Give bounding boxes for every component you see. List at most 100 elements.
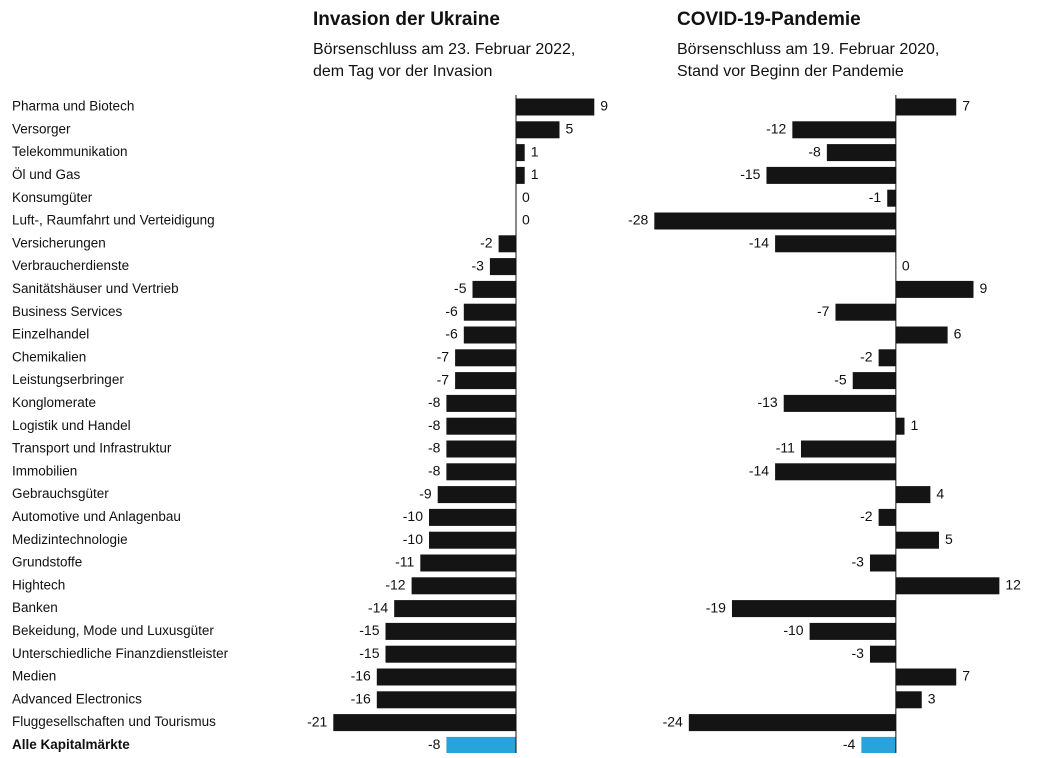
category-label: Immobilien — [12, 463, 77, 478]
bar — [895, 486, 931, 504]
category-label: Grundstoffe — [12, 555, 82, 570]
panel-subtitle: dem Tag vor der Invasion — [313, 63, 492, 80]
category-label: Konglomerate — [12, 395, 96, 410]
value-label: -8 — [428, 463, 441, 479]
panel-title: Invasion der Ukraine — [313, 9, 500, 30]
value-label: -6 — [445, 326, 458, 342]
value-label: -8 — [428, 736, 441, 752]
bar — [472, 280, 516, 298]
bar — [437, 486, 516, 504]
bar — [826, 144, 896, 162]
value-label: 0 — [522, 189, 530, 205]
bar — [775, 463, 896, 481]
bar — [895, 668, 957, 686]
bar — [895, 531, 939, 549]
value-label: -8 — [428, 440, 441, 456]
bar — [869, 554, 896, 572]
value-label: -8 — [808, 143, 821, 159]
value-label: -6 — [445, 303, 458, 319]
category-label: Konsumgüter — [12, 190, 93, 205]
category-label: Medien — [12, 669, 56, 684]
bar — [766, 166, 896, 184]
bar — [376, 691, 516, 709]
value-label: -10 — [783, 622, 803, 638]
value-label: 9 — [600, 98, 608, 114]
value-label: 6 — [954, 326, 962, 342]
bar — [783, 394, 896, 412]
value-label: -11 — [776, 440, 795, 456]
bar — [895, 98, 957, 116]
category-label: Sanitätshäuser und Vertrieb — [12, 281, 179, 296]
value-label: 9 — [979, 280, 987, 296]
bar — [878, 508, 896, 526]
bar — [446, 463, 516, 481]
bar — [809, 622, 896, 640]
bar — [516, 166, 525, 184]
value-label: 7 — [962, 98, 970, 114]
value-label: 12 — [1005, 577, 1021, 593]
value-label: -3 — [852, 645, 865, 661]
bar — [654, 212, 896, 230]
bar — [333, 714, 516, 732]
bar — [895, 326, 948, 344]
category-label: Automotive und Anlagenbau — [12, 509, 181, 524]
category-label: Öl und Gas — [12, 167, 81, 182]
category-label: Versicherungen — [12, 235, 106, 250]
bar — [895, 417, 905, 435]
bar — [731, 600, 896, 618]
value-label: -16 — [351, 691, 371, 707]
value-label: -14 — [749, 235, 769, 251]
value-label: 1 — [531, 143, 539, 159]
value-label: 5 — [945, 531, 953, 547]
value-label: -11 — [395, 554, 414, 570]
value-label: -7 — [437, 371, 450, 387]
value-label: -2 — [860, 349, 873, 365]
bar — [394, 600, 516, 618]
value-label: -15 — [359, 645, 379, 661]
bar — [446, 440, 516, 458]
value-label: 7 — [962, 668, 970, 684]
category-label: Chemikalien — [12, 349, 86, 364]
bar — [775, 235, 896, 253]
bar — [455, 349, 516, 367]
bar — [792, 121, 896, 139]
bar — [446, 736, 516, 754]
bar — [895, 280, 974, 298]
panel-title: COVID-19-Pandemie — [677, 9, 861, 30]
bar — [455, 372, 516, 390]
value-label: -9 — [419, 485, 432, 501]
category-label: Logistik und Handel — [12, 418, 131, 433]
bar — [411, 577, 516, 595]
category-label: Business Services — [12, 304, 123, 319]
category-label: Gebrauchsgüter — [12, 486, 109, 501]
bar — [385, 645, 516, 663]
category-label: Versorger — [12, 121, 71, 136]
bar — [688, 714, 896, 732]
bar — [463, 303, 516, 321]
value-label: -5 — [454, 280, 467, 296]
value-label: 0 — [902, 257, 910, 273]
bar — [835, 303, 896, 321]
value-label: -3 — [852, 554, 865, 570]
value-label: -3 — [471, 257, 484, 273]
bar — [446, 417, 516, 435]
value-label: -19 — [706, 599, 726, 615]
value-label: 1 — [910, 417, 918, 433]
category-label: Leistungserbringer — [12, 372, 124, 387]
category-label: Medizintechnologie — [12, 532, 128, 547]
category-label: Pharma und Biotech — [12, 99, 134, 114]
value-label: 5 — [566, 121, 574, 137]
bar — [852, 372, 896, 390]
bar — [489, 258, 516, 276]
category-label: Luft-, Raumfahrt und Verteidigung — [12, 213, 215, 228]
category-label: Hightech — [12, 577, 65, 592]
value-label: -21 — [307, 713, 327, 729]
bar — [895, 691, 922, 709]
bar — [429, 508, 516, 526]
value-label: -24 — [663, 713, 683, 729]
value-label: -4 — [843, 736, 856, 752]
category-label: Einzelhandel — [12, 327, 89, 342]
value-label: -12 — [766, 121, 786, 137]
bar — [429, 531, 516, 549]
value-label: -7 — [437, 349, 450, 365]
